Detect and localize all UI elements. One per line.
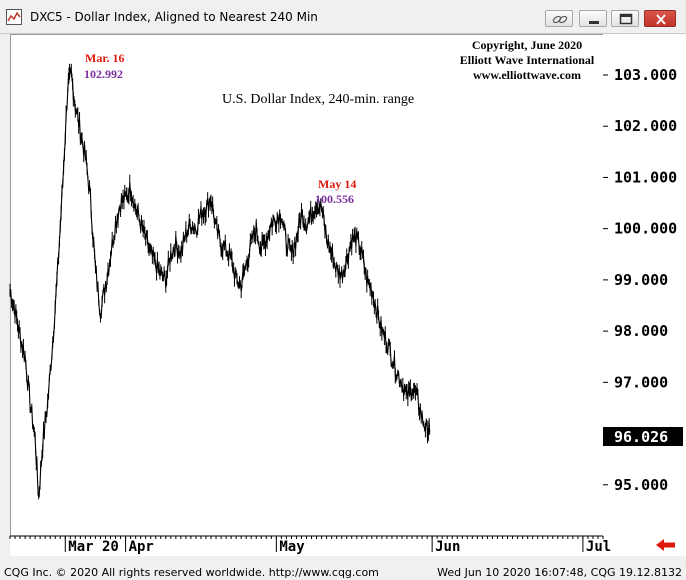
x-tick-label: Apr bbox=[129, 539, 154, 555]
x-axis-ticks: Mar 20 Apr May Jun Jul bbox=[68, 539, 611, 555]
axis-corner bbox=[603, 536, 686, 556]
close-button[interactable] bbox=[644, 10, 676, 27]
last-price-label: 96.026 bbox=[614, 428, 668, 446]
y-tick-label: 102.000 bbox=[614, 117, 677, 135]
link-icon bbox=[552, 15, 568, 24]
y-tick-label: 103.000 bbox=[614, 66, 677, 84]
time-axis[interactable] bbox=[10, 536, 603, 556]
y-tick-label: 97.000 bbox=[614, 373, 668, 391]
minimize-button[interactable] bbox=[579, 10, 607, 27]
x-tick-label: Mar 20 bbox=[68, 539, 119, 555]
copyright-line-1: Copyright, June 2020 bbox=[472, 38, 582, 52]
annotation-may14-date: May 14 bbox=[318, 177, 356, 191]
y-tick-label: 98.000 bbox=[614, 322, 668, 340]
maximize-icon bbox=[619, 13, 633, 25]
last-price-box bbox=[603, 427, 683, 446]
link-button[interactable] bbox=[545, 10, 573, 27]
title-bar: DXC5 - Dollar Index, Aligned to Nearest … bbox=[0, 0, 686, 34]
price-series bbox=[9, 63, 431, 500]
x-tick-label: Jul bbox=[586, 539, 611, 555]
plot-area[interactable] bbox=[10, 34, 603, 538]
y-tick-label: 95.000 bbox=[614, 476, 668, 494]
x-tick-label: May bbox=[279, 539, 305, 555]
copyright-line-2: Elliott Wave International bbox=[460, 53, 595, 67]
scroll-to-latest-arrow-icon[interactable] bbox=[655, 538, 677, 552]
price-axis[interactable] bbox=[603, 34, 686, 538]
status-copyright: CQG Inc. © 2020 All rights reserved worl… bbox=[4, 566, 379, 579]
close-icon bbox=[656, 14, 666, 25]
minimize-icon bbox=[589, 21, 599, 24]
maximize-button[interactable] bbox=[611, 10, 639, 27]
y-tick-label: 100.000 bbox=[614, 220, 677, 238]
chart-title: U.S. Dollar Index, 240-min. range bbox=[222, 92, 414, 107]
copyright-line-3: www.elliottwave.com bbox=[473, 68, 581, 82]
axis-tick-marks bbox=[9, 74, 608, 552]
x-tick-label: Jun bbox=[435, 539, 460, 555]
chart-app-icon bbox=[6, 9, 22, 25]
annotation-mar16-value: 102.992 bbox=[84, 67, 123, 81]
y-tick-label: 99.000 bbox=[614, 271, 668, 289]
annotation-mar16-date: Mar. 16 bbox=[85, 51, 125, 65]
window-title: DXC5 - Dollar Index, Aligned to Nearest … bbox=[30, 10, 318, 24]
annotation-may14-value: 100.556 bbox=[315, 192, 354, 206]
status-timestamp: Wed Jun 10 2020 16:07:48, CQG 19.12.8132 bbox=[437, 566, 682, 579]
y-tick-label: 101.000 bbox=[614, 168, 677, 186]
dollar-index-chart: 103.000 102.000 101.000 100.000 99.000 98.000… bbox=[9, 38, 683, 555]
y-axis-ticks: 103.000 102.000 101.000 100.000 99.000 98.000… bbox=[614, 66, 677, 494]
